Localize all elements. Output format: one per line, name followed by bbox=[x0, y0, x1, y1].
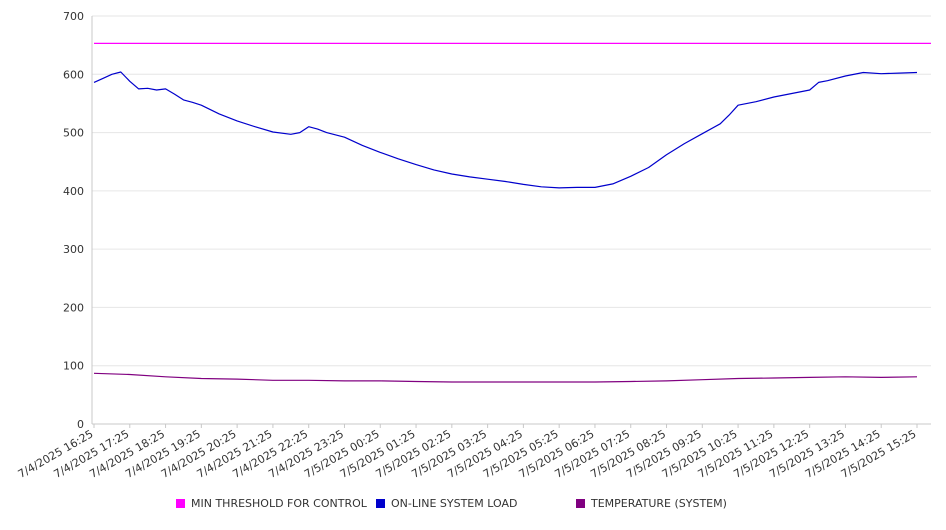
x-tick-labels: 7/4/2025 16:257/4/2025 17:257/4/2025 18:… bbox=[16, 427, 919, 481]
y-tick-labels: 0 100 200 300 400 500 600 700 bbox=[63, 10, 84, 431]
legend-item-temperature[interactable]: TEMPERATURE (SYSTEM) bbox=[576, 497, 727, 510]
y-tick-label: 600 bbox=[63, 68, 84, 81]
axis-layer bbox=[91, 16, 931, 428]
legend-label-temperature: TEMPERATURE (SYSTEM) bbox=[591, 497, 727, 510]
y-tick-label: 300 bbox=[63, 243, 84, 256]
y-tick-label: 200 bbox=[63, 301, 84, 314]
legend-item-threshold[interactable]: MIN THRESHOLD FOR CONTROL bbox=[176, 497, 367, 510]
series-line-system-load bbox=[93, 71, 918, 189]
y-tick-label: 700 bbox=[63, 10, 84, 23]
grid-layer bbox=[92, 15, 931, 367]
legend-item-system-load[interactable]: ON-LINE SYSTEM LOAD bbox=[376, 497, 517, 510]
y-tick-label: 400 bbox=[63, 185, 84, 198]
legend: MIN THRESHOLD FOR CONTROL ON-LINE SYSTEM… bbox=[0, 497, 946, 515]
legend-label-threshold: MIN THRESHOLD FOR CONTROL bbox=[191, 497, 367, 510]
legend-swatch-threshold bbox=[176, 499, 185, 508]
legend-label-system-load: ON-LINE SYSTEM LOAD bbox=[391, 497, 518, 510]
y-tick-label: 500 bbox=[63, 127, 84, 140]
y-tick-label: 100 bbox=[63, 360, 84, 373]
y-tick-label: 0 bbox=[77, 418, 84, 431]
legend-swatch-temperature bbox=[576, 499, 585, 508]
series-layer bbox=[93, 42, 931, 383]
legend-swatch-system-load bbox=[376, 499, 385, 508]
series-line-temperature bbox=[93, 372, 918, 383]
